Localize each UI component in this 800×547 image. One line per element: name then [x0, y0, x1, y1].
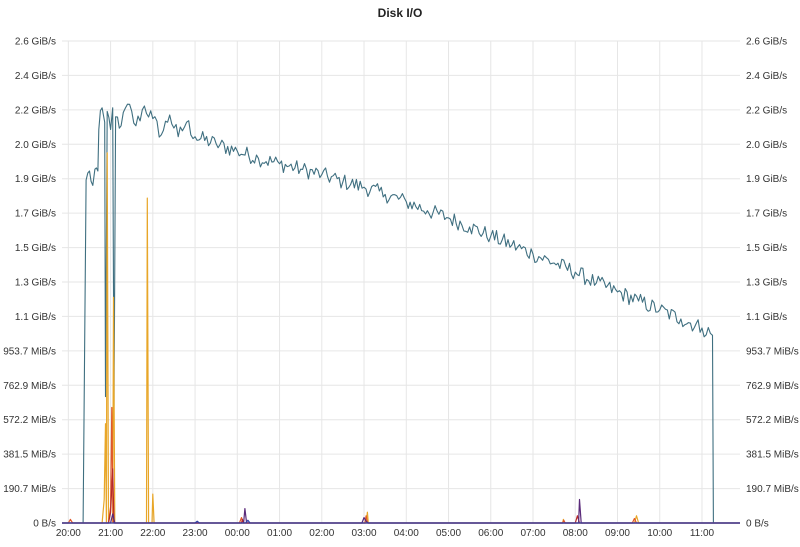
- y-tick-label-left: 953.7 MiB/s: [3, 346, 56, 357]
- x-tick-label: 23:00: [183, 528, 208, 539]
- y-tick-label-right: 2.2 GiB/s: [746, 105, 787, 116]
- x-tick-label: 02:00: [309, 528, 334, 539]
- y-tick-label-left: 2.0 GiB/s: [15, 140, 56, 151]
- y-tick-label-right: 1.9 GiB/s: [746, 174, 787, 185]
- y-tick-label-left: 1.5 GiB/s: [15, 243, 56, 254]
- x-tick-label: 08:00: [563, 528, 588, 539]
- series-line-5: [62, 519, 740, 524]
- y-tick-label-right: 1.7 GiB/s: [746, 209, 787, 220]
- series-line-0: [62, 103, 740, 524]
- chart-title: Disk I/O: [377, 6, 423, 20]
- y-tick-label-left: 2.2 GiB/s: [15, 105, 56, 116]
- y-tick-label-left: 1.9 GiB/s: [15, 174, 56, 185]
- y-axis-left: 0 B/s 190.7 MiB/s 381.5 MiB/s 572.2 MiB/s 76…: [3, 37, 56, 530]
- y-tick-label-left: 381.5 MiB/s: [3, 450, 56, 461]
- series-line-3: [62, 468, 740, 524]
- series-line-4: [62, 498, 740, 524]
- x-tick-label: 05:00: [436, 528, 461, 539]
- y-tick-label-right: 381.5 MiB/s: [746, 450, 799, 461]
- x-tick-label: 06:00: [478, 528, 503, 539]
- x-tick-label: 09:00: [605, 528, 630, 539]
- x-axis: 20:00 21:00 22:00 23:00 00:00 01:00 02:00 03:00…: [56, 528, 715, 539]
- x-tick-label: 20:00: [56, 528, 81, 539]
- y-tick-label-right: 1.5 GiB/s: [746, 243, 787, 254]
- x-tick-label: 04:00: [394, 528, 419, 539]
- x-tick-label: 01:00: [267, 528, 292, 539]
- y-tick-label-right: 953.7 MiB/s: [746, 346, 799, 357]
- grid: [62, 40, 740, 524]
- y-tick-label-right: 572.2 MiB/s: [746, 415, 799, 426]
- y-tick-label-right: 0 B/s: [746, 519, 769, 530]
- y-tick-label-right: 2.6 GiB/s: [746, 37, 787, 48]
- y-tick-label-left: 0 B/s: [33, 519, 56, 530]
- y-tick-label-right: 1.3 GiB/s: [746, 278, 787, 289]
- y-tick-label-left: 762.9 MiB/s: [3, 381, 56, 392]
- series-line-1: [62, 152, 740, 524]
- y-axis-right: 0 B/s 190.7 MiB/s 381.5 MiB/s 572.2 MiB/s 76…: [746, 37, 799, 530]
- series-line-2: [62, 406, 740, 524]
- series: [62, 103, 740, 524]
- x-tick-label: 00:00: [225, 528, 250, 539]
- x-tick-label: 11:00: [690, 528, 715, 539]
- x-tick-label: 21:00: [98, 528, 123, 539]
- y-tick-label-left: 2.6 GiB/s: [15, 37, 56, 48]
- x-tick-label: 10:00: [647, 528, 672, 539]
- y-tick-label-left: 1.3 GiB/s: [15, 278, 56, 289]
- y-tick-label-right: 1.1 GiB/s: [746, 312, 787, 323]
- y-tick-label-left: 572.2 MiB/s: [3, 415, 56, 426]
- y-tick-label-left: 1.7 GiB/s: [15, 209, 56, 220]
- x-tick-label: 03:00: [352, 528, 377, 539]
- x-tick-label: 07:00: [520, 528, 545, 539]
- y-tick-label-right: 2.4 GiB/s: [746, 71, 787, 82]
- y-tick-label-left: 2.4 GiB/s: [15, 71, 56, 82]
- y-tick-label-left: 190.7 MiB/s: [3, 484, 56, 495]
- y-tick-label-left: 1.1 GiB/s: [15, 312, 56, 323]
- x-tick-label: 22:00: [140, 528, 165, 539]
- y-tick-label-right: 190.7 MiB/s: [746, 484, 799, 495]
- y-tick-label-right: 2.0 GiB/s: [746, 140, 787, 151]
- y-tick-label-right: 762.9 MiB/s: [746, 381, 799, 392]
